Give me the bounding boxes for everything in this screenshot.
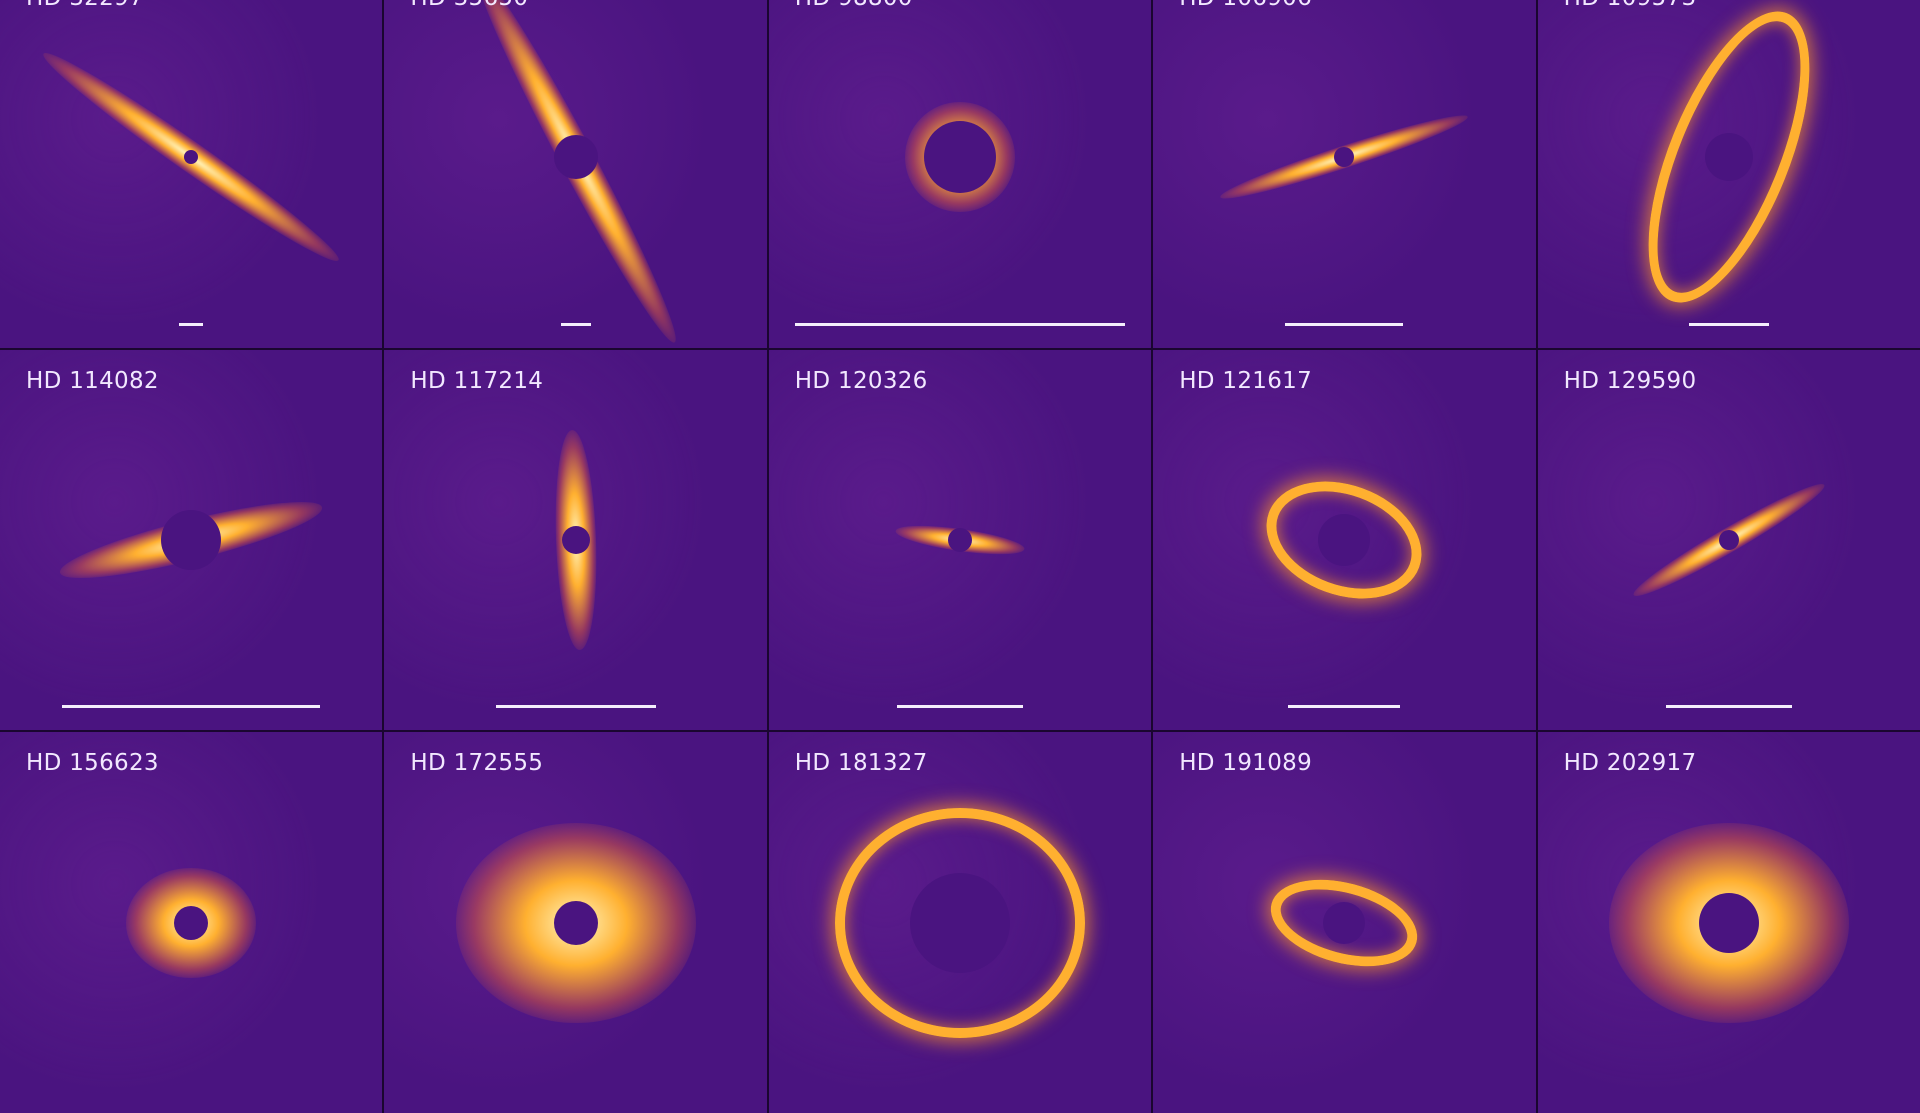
- star-label: HD 129590: [1563, 367, 1697, 394]
- star-label: HD 106906: [1179, 0, 1312, 11]
- disk-panel: HD 32297: [0, 0, 383, 348]
- disk-panel: HD 106906: [1153, 0, 1536, 348]
- coronagraph-mask: [923, 121, 996, 194]
- star-label: HD 117214: [410, 367, 544, 394]
- star-label: HD 109573: [1564, 0, 1697, 11]
- disk-panel: HD 109573: [1537, 0, 1920, 348]
- scale-bar: [62, 705, 321, 709]
- disk-panel: HD 172555: [384, 732, 767, 1113]
- scale-bar: [1688, 322, 1769, 326]
- scale-bar: [1665, 705, 1792, 709]
- disk-panel: HD 129590: [1537, 349, 1920, 731]
- scale-bar: [1288, 705, 1401, 709]
- coronagraph-mask: [1698, 892, 1759, 953]
- disk-panel: HD 121617: [1153, 349, 1536, 731]
- star-label: HD 181327: [794, 750, 928, 777]
- disk-panel: HD 117214: [384, 349, 767, 731]
- coronagraph-mask: [184, 150, 199, 165]
- coronagraph-mask: [1318, 513, 1371, 566]
- star-label: HD 156623: [26, 750, 159, 777]
- disk-panel: HD 202917: [1537, 732, 1920, 1113]
- coronagraph-mask: [947, 527, 972, 552]
- star-label: HD 121617: [1179, 367, 1313, 394]
- star-label: HD 114082: [26, 367, 159, 394]
- star-label: HD 120326: [794, 367, 928, 394]
- disk-panel: HD 120326: [768, 349, 1152, 731]
- star-label: HD 35650: [410, 0, 528, 11]
- debris-disk-image: [834, 807, 1085, 1038]
- star-label: HD 32297: [26, 0, 144, 11]
- scale-bar: [1285, 322, 1404, 326]
- scale-bar: [560, 322, 591, 326]
- coronagraph-mask: [174, 905, 209, 940]
- coronagraph-mask: [1718, 529, 1739, 550]
- scale-bar: [179, 322, 204, 326]
- scale-bar: [495, 705, 656, 709]
- disk-panel: HD 35650: [384, 0, 767, 348]
- disk-panel: HD 191089: [1153, 732, 1536, 1113]
- star-label: HD 191089: [1179, 750, 1313, 777]
- coronagraph-mask: [1704, 133, 1753, 182]
- coronagraph-mask: [553, 135, 598, 180]
- coronagraph-mask: [909, 872, 1010, 973]
- disk-panel: HD 156623: [0, 732, 383, 1113]
- coronagraph-mask: [1323, 901, 1366, 944]
- coronagraph-mask: [561, 525, 590, 554]
- disk-panel: HD 114082: [0, 349, 383, 731]
- disk-panel: HD 181327: [768, 732, 1152, 1113]
- star-label: HD 98800: [795, 0, 913, 11]
- star-label: HD 172555: [410, 750, 544, 777]
- scale-bar: [794, 322, 1125, 326]
- coronagraph-mask: [1334, 147, 1355, 168]
- scale-bar: [896, 705, 1023, 709]
- star-label: HD 202917: [1563, 750, 1697, 777]
- disk-panel: HD 98800: [768, 0, 1152, 348]
- coronagraph-mask: [553, 900, 598, 945]
- coronagraph-mask: [161, 509, 222, 570]
